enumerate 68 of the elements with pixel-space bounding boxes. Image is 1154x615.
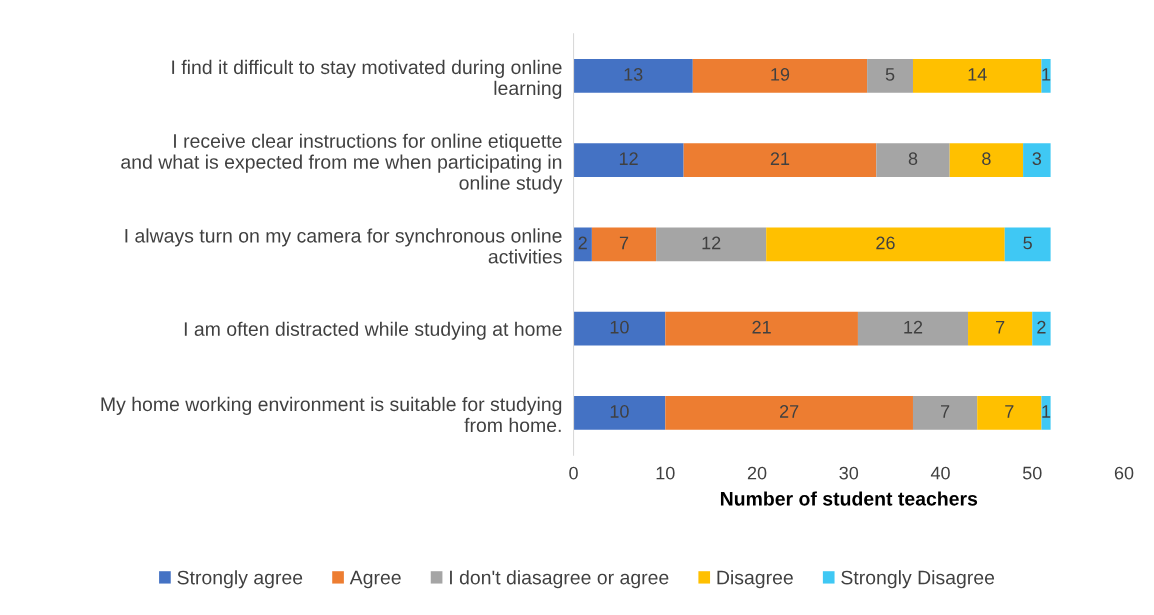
- bar: [665, 396, 913, 430]
- data-label: 8: [982, 152, 991, 166]
- data-label: 2: [578, 236, 587, 250]
- data-label: 3: [1032, 152, 1042, 166]
- x-tick-label: 10: [656, 466, 675, 480]
- legend-label: Agree: [349, 570, 401, 589]
- x-tick-label: 20: [747, 466, 767, 480]
- bar: [968, 311, 1033, 346]
- legend-label: Strongly Disagree: [841, 570, 995, 589]
- data-label: 12: [904, 320, 923, 334]
- x-tick-label: 0: [569, 466, 578, 480]
- legend-label: Disagree: [717, 570, 793, 589]
- bar: [1041, 59, 1051, 93]
- x-tick-label: 40: [930, 466, 950, 480]
- bar: [1041, 396, 1051, 430]
- y-tick-label: I always turn on my camera for synchronous online activities: [125, 228, 562, 264]
- x-tick-label: 60: [1114, 466, 1134, 480]
- bar: [573, 311, 666, 346]
- data-label: 26: [876, 236, 895, 250]
- data-label: 27: [780, 405, 799, 418]
- bar: [912, 396, 978, 430]
- bar: [665, 311, 858, 346]
- bar: [573, 143, 684, 178]
- bar: [857, 311, 969, 346]
- data-label: 19: [771, 68, 790, 81]
- y-tick-label: My home working environment is suitable for studying from home.: [101, 396, 562, 433]
- data-label: 7: [941, 405, 950, 418]
- x-tick-label: 30: [839, 466, 859, 480]
- data-label: 21: [770, 152, 790, 165]
- bar: [1004, 227, 1051, 262]
- data-label: 5: [885, 68, 895, 81]
- x-axis-title: Number of student teachers: [720, 491, 978, 506]
- data-label: 12: [702, 236, 721, 250]
- bar: [867, 59, 913, 93]
- y-tick-label: I receive clear instructions for online etiquette and what is expected from me when participating in online study: [121, 133, 563, 194]
- legend-label: Strongly agree: [177, 570, 303, 589]
- data-label: 7: [619, 236, 629, 250]
- legend-label: I don't diasagree or agree: [450, 570, 669, 589]
- y-tick-label: I find it difficult to stay motivated during online learning: [172, 59, 562, 99]
- data-label: 2: [1037, 320, 1046, 334]
- data-label: 7: [1005, 405, 1014, 418]
- bar: [573, 59, 693, 93]
- data-label: 10: [610, 320, 629, 334]
- data-label: 12: [619, 152, 638, 165]
- data-label: 14: [968, 68, 987, 81]
- bar: [656, 227, 767, 262]
- data-label: 7: [996, 320, 1005, 334]
- bar: [683, 143, 877, 178]
- bar: [692, 59, 868, 93]
- bar: [591, 227, 657, 262]
- data-label: 21: [752, 320, 771, 334]
- data-label: 13: [624, 68, 643, 81]
- bar: [949, 143, 1024, 178]
- bar: [573, 396, 666, 430]
- data-label: 5: [1023, 236, 1032, 250]
- bar: [977, 396, 1042, 430]
- x-tick-label: 50: [1022, 466, 1042, 480]
- y-tick-label: I am often distracted while studying at home: [184, 321, 562, 340]
- bar: [766, 227, 1005, 262]
- data-label: 1: [1042, 405, 1051, 418]
- bar: [876, 143, 950, 178]
- data-label: 1: [1042, 68, 1051, 81]
- bar: [573, 227, 592, 262]
- data-label: 8: [908, 152, 918, 166]
- bar: [912, 59, 1042, 93]
- bar: [1032, 311, 1051, 346]
- bar: [1023, 143, 1051, 178]
- data-label: 10: [610, 405, 629, 418]
